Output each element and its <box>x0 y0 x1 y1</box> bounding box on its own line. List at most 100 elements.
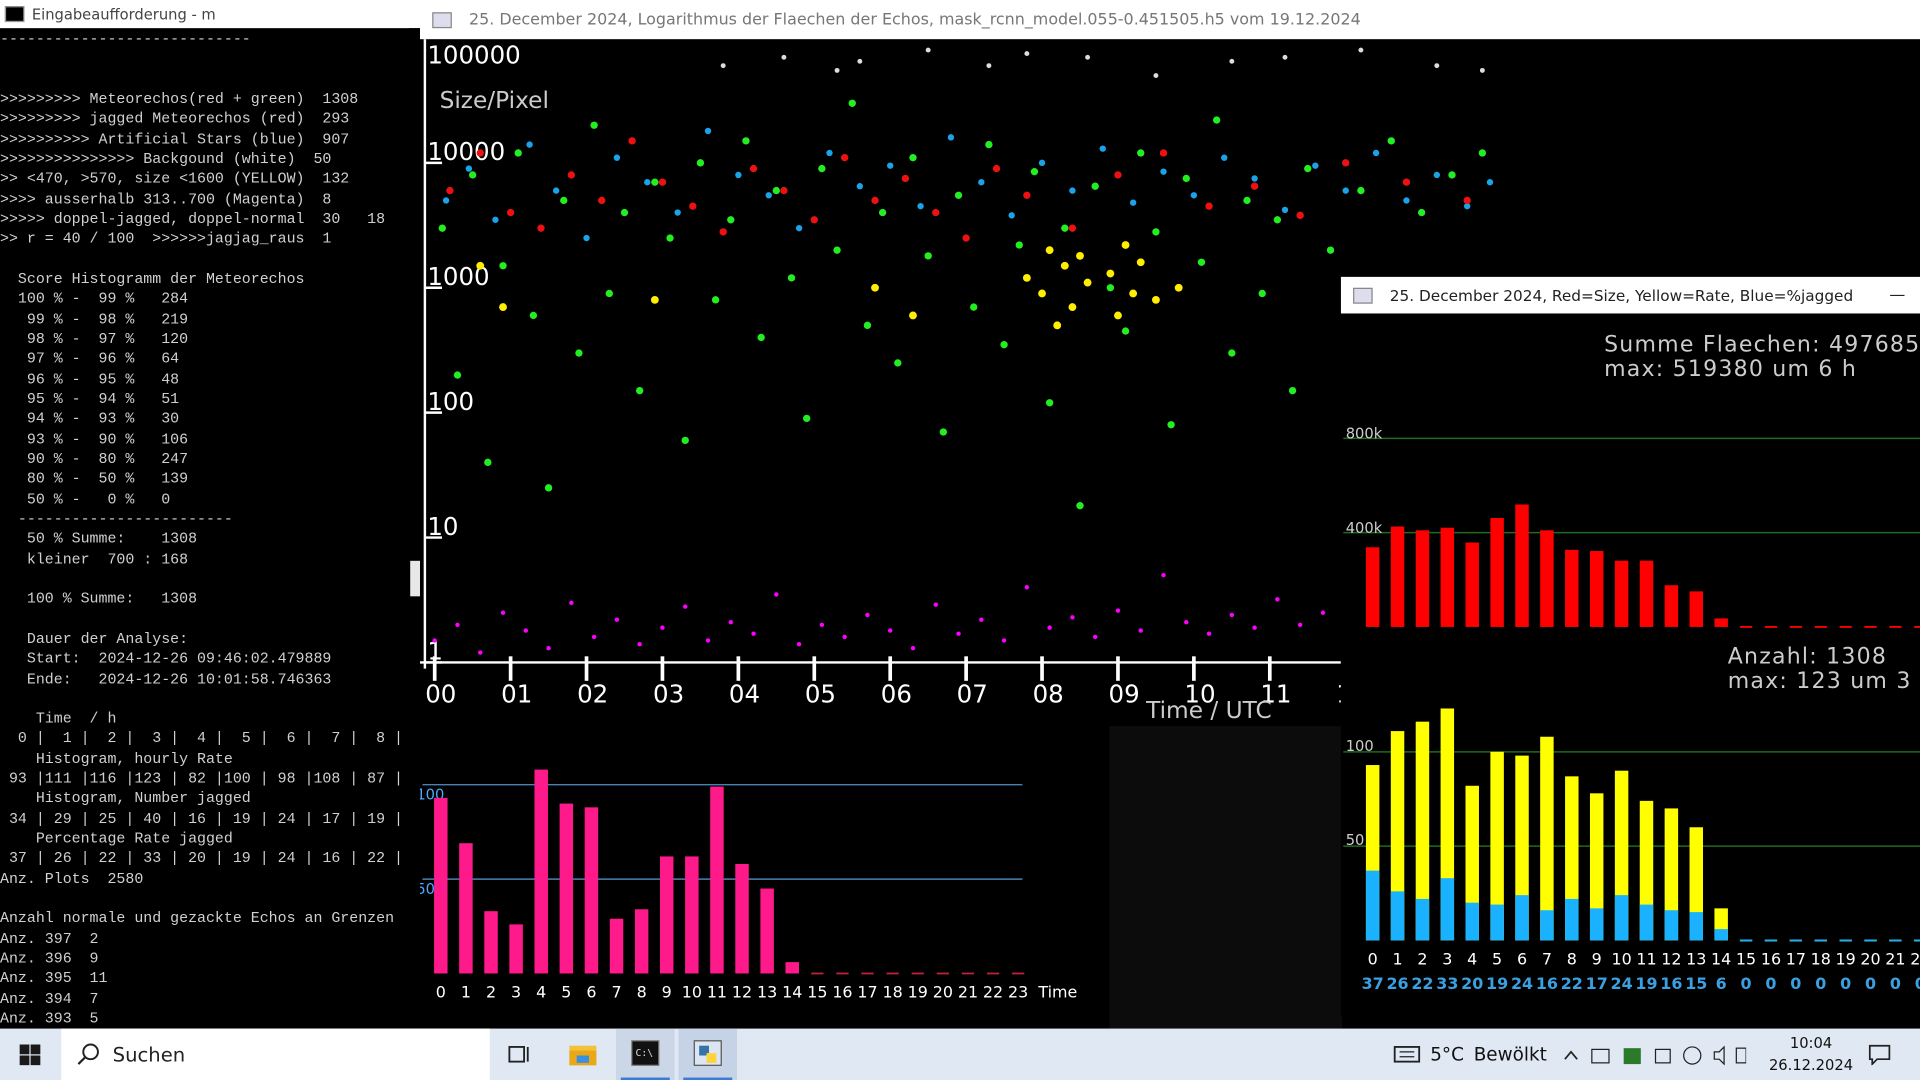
point <box>1045 399 1054 407</box>
search-box[interactable]: Suchen <box>61 1028 490 1080</box>
point <box>939 428 948 436</box>
point <box>1008 212 1015 219</box>
scatter-titlebar[interactable]: 25. December 2024, Logarithmus der Flaec… <box>420 0 1920 40</box>
x-tick-label: 3 <box>511 983 521 1002</box>
point <box>1092 634 1098 640</box>
point <box>1076 251 1084 260</box>
bar <box>1515 504 1529 627</box>
point <box>1106 269 1115 278</box>
point <box>598 196 606 205</box>
summary-window: 25. December 2024, Red=Size, Yellow=Rate… <box>1340 276 1920 1017</box>
point <box>818 164 826 173</box>
point <box>1030 167 1039 176</box>
point <box>1160 168 1167 175</box>
x-tick-label: 19 <box>1836 950 1856 969</box>
console-line: Score Histogramm der Meteorechos <box>0 270 305 288</box>
y-tick-label: 100 <box>427 387 474 416</box>
point <box>962 234 970 242</box>
bar <box>584 807 599 974</box>
x-tick-label: 05 <box>805 680 836 709</box>
point <box>1023 191 1031 199</box>
point <box>590 121 598 129</box>
temperature: 5°C <box>1430 1043 1464 1066</box>
text-block: Anzahl normale und gezackte Echos an Gre… <box>0 909 403 1028</box>
x-tick-label: 14 <box>1711 950 1731 969</box>
bar <box>1465 542 1479 627</box>
task-view[interactable] <box>507 1043 531 1065</box>
value-label: 0 <box>1790 974 1801 993</box>
bar <box>660 856 674 974</box>
console-title: Eingabeaufforderung - m <box>31 5 216 23</box>
point <box>1184 620 1189 625</box>
value-label: 15 <box>1685 974 1707 993</box>
x-axis-label: Time / UTC <box>1145 697 1272 724</box>
point <box>772 186 780 195</box>
bar <box>1465 902 1479 941</box>
point <box>1281 206 1289 214</box>
notifications[interactable] <box>1867 1043 1891 1066</box>
point <box>727 216 735 224</box>
point <box>1434 63 1440 69</box>
point <box>529 311 538 320</box>
point <box>1190 192 1198 199</box>
bar <box>1589 908 1604 941</box>
value-label: 17 <box>1586 974 1608 993</box>
console-line: Anz. 394 7 <box>0 990 99 1008</box>
bar <box>1540 736 1554 941</box>
scrollbar[interactable] <box>408 28 420 1029</box>
point <box>1136 258 1145 267</box>
weather-icon[interactable] <box>1393 1044 1422 1064</box>
point <box>810 216 818 224</box>
console-line: 34 | 29 | 25 | 40 | 16 | 19 | 24 | 17 | … <box>0 810 404 828</box>
start-button[interactable] <box>19 1044 41 1066</box>
point <box>985 140 993 149</box>
point <box>894 359 902 367</box>
point <box>681 436 689 445</box>
y-tick-label: 10 <box>427 512 458 541</box>
python-icon[interactable] <box>678 1028 738 1080</box>
point <box>840 154 849 162</box>
bar <box>1465 785 1479 941</box>
point <box>933 602 938 607</box>
x-axis-label: Time <box>1037 983 1077 1002</box>
summary-text: Anzahl: 1308 <box>1728 645 1887 670</box>
x-tick-label: 11 <box>707 983 727 1002</box>
clock[interactable]: 10:04 26.12.2024 <box>1769 1032 1853 1076</box>
x-tick-label: 16 <box>832 983 852 1002</box>
summary-titlebar[interactable]: 25. December 2024, Red=Size, Yellow=Rate… <box>1340 276 1920 314</box>
x-tick-label: 21 <box>958 983 978 1002</box>
cmd-icon[interactable]: C:\ <box>615 1028 675 1080</box>
bar <box>1390 526 1405 627</box>
point <box>1069 187 1076 194</box>
point <box>1053 321 1062 330</box>
point <box>865 612 870 618</box>
console-titlebar[interactable]: Eingabeaufforderung - m <box>0 0 420 29</box>
point <box>1121 327 1130 335</box>
explorer-icon[interactable] <box>568 1041 597 1068</box>
point <box>947 134 955 141</box>
point <box>909 154 917 162</box>
weather[interactable]: 5°C Bewölkt <box>1430 1043 1547 1065</box>
point <box>1024 51 1030 57</box>
point <box>468 171 477 179</box>
point <box>614 617 620 622</box>
time: 10:04 <box>1789 1034 1833 1052</box>
point <box>842 634 847 640</box>
scatter-title: 25. December 2024, Logarithmus der Flaec… <box>468 10 1361 29</box>
minimize-button[interactable]: — <box>1889 285 1906 305</box>
scrollbar-thumb[interactable] <box>410 560 420 597</box>
y-axis-label: Size/Pixel <box>440 87 549 114</box>
point <box>803 414 811 423</box>
x-tick-label: 8 <box>637 983 647 1002</box>
point <box>978 179 985 186</box>
bar <box>1589 793 1604 941</box>
console-line: ---------------------------- <box>0 30 251 48</box>
point <box>569 600 574 606</box>
y-tick-label: 50 <box>420 881 435 898</box>
tray-icons[interactable] <box>1562 1045 1747 1066</box>
window-icon <box>432 11 452 28</box>
value-label: 37 <box>1362 974 1384 993</box>
point <box>888 628 893 633</box>
console-line: 96 % - 95 % 48 <box>0 370 180 388</box>
point <box>1083 278 1092 287</box>
